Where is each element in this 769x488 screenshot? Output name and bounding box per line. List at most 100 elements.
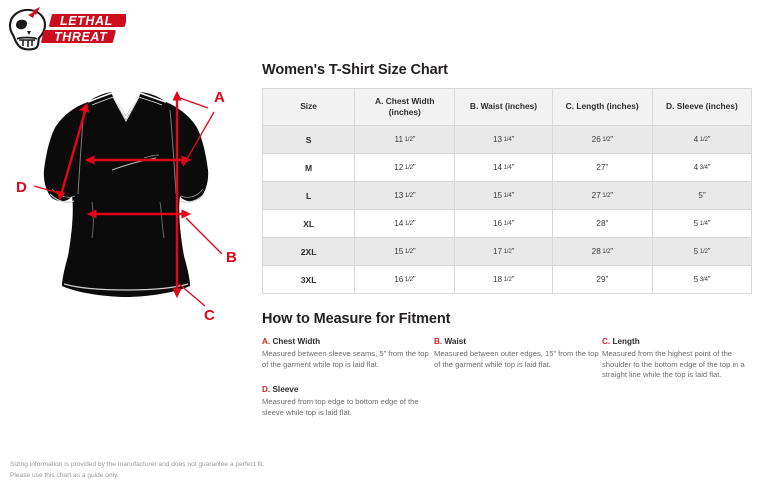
cell-sleeve: 4 3/4” [651, 153, 753, 182]
cell-sleeve-fraction: 1/2 [698, 248, 708, 255]
fitment-description: Measured from the highest point of the s… [602, 348, 745, 380]
cell-waist-unit: ” [511, 191, 515, 200]
fitment-letter: B. [434, 337, 443, 346]
column-header-waist: B. Waist (inches) [454, 88, 553, 126]
cell-waist-fraction: 1/2 [502, 248, 512, 255]
cell-sleeve-fraction: 3/4 [698, 164, 708, 171]
cell-sleeve-unit: ” [707, 247, 711, 256]
column-header-size: Size [261, 88, 356, 126]
cell-sleeve-unit: ” [707, 275, 711, 284]
cell-length: 27 1/2” [551, 181, 653, 210]
cell-sleeve-fraction: 1/4 [698, 220, 708, 227]
cell-length-unit: ” [605, 219, 609, 228]
fitment-letter: A. [262, 337, 271, 346]
cell-waist-fraction: 1/4 [502, 220, 512, 227]
column-header-chest-line1: A. Chest Width [375, 95, 435, 106]
cell-chest-width: 14 1/2” [354, 209, 456, 238]
cell-chest-width: 16 1/2” [354, 265, 456, 294]
cell-waist: 16 1/4” [454, 209, 553, 238]
table-row: S 11 1/2” 13 1/4” 26 1/2” 4 1/2” [261, 125, 753, 154]
cell-chest-width: 13 1/2” [354, 181, 456, 210]
cell-sleeve-unit: ” [707, 135, 711, 144]
table-row: L 13 1/2” 15 1/4” 27 1/2” 5” [261, 181, 753, 210]
cell-length-unit: ” [610, 135, 613, 144]
skull-icon [8, 7, 47, 51]
callout-label-b: B [226, 249, 237, 266]
callout-label-a: A [214, 89, 225, 106]
callout-label-d: D [16, 179, 27, 196]
cell-length-whole: 27 [596, 163, 606, 172]
cell-waist-whole: 13 [492, 135, 503, 144]
column-header-length: C. Length (inches) [551, 88, 653, 126]
cell-length: 27” [551, 153, 653, 182]
cell-waist-fraction: 1/4 [502, 192, 512, 199]
cell-sleeve: 5 1/2” [651, 237, 753, 266]
column-header-size-line1: Size [300, 101, 317, 112]
fitment-title: How to Measure for Fitment [262, 311, 451, 327]
cell-size: XL [261, 209, 356, 238]
cell-chest-width-unit: ” [412, 247, 416, 256]
cell-chest-width: 15 1/2” [354, 237, 456, 266]
cell-length-unit: ” [610, 191, 613, 200]
cell-waist-unit: ” [511, 135, 515, 144]
column-header-chest-line2: (inches) [388, 107, 421, 117]
cell-length-whole: 28 [596, 219, 606, 228]
callout-leader-lines [33, 97, 223, 307]
column-header-chest: A. Chest Width (inches) [354, 88, 456, 126]
size-chart-table: Size A. Chest Width (inches) B. Waist (i… [261, 88, 753, 294]
cell-length: 28” [551, 209, 653, 238]
fitment-name: Waist [444, 337, 467, 346]
cell-waist-unit: ” [511, 163, 515, 172]
cell-sleeve-whole: 5 [693, 247, 699, 256]
cell-length: 29” [551, 265, 653, 294]
cell-chest-fraction: 1/2 [403, 248, 413, 255]
fitment-description: Measured between outer edges, 15” from t… [434, 348, 599, 369]
cell-chest-width-unit: ” [412, 163, 416, 172]
column-header-waist-line1: B. Waist (inches) [469, 101, 538, 112]
cell-length-whole: 27 [591, 191, 601, 200]
fitment-heading: B. Waist [434, 337, 602, 347]
table-row: M 12 1/2” 14 1/4” 27” 4 3/4” [261, 153, 753, 182]
cell-length-whole: 28 [591, 247, 601, 256]
cell-chest-width-whole: 15 [394, 247, 404, 256]
cell-waist-fraction: 1/2 [502, 276, 512, 283]
fitment-letter: D. [262, 385, 271, 394]
fitment-section: How to Measure for Fitment A. Chest Widt… [262, 311, 756, 433]
column-header-sleeve: D. Sleeve (inches) [651, 88, 753, 126]
fitment-item-sleeve: D. Sleeve Measured from top edge to bott… [262, 385, 434, 418]
cell-sleeve: 5 1/4” [651, 209, 753, 238]
fitment-description: Measured from top edge to bottom edge of… [262, 396, 419, 417]
cell-size: L [261, 181, 356, 210]
cell-length-unit: ” [605, 163, 609, 172]
cell-chest-fraction: 1/2 [403, 276, 413, 283]
fitment-name: Sleeve [272, 385, 299, 394]
fitment-name: Length [612, 337, 640, 346]
cell-length-unit: ” [605, 275, 609, 284]
cell-chest-width-whole: 11 [394, 135, 404, 144]
disclaimer: Sizing information is provided by the ma… [10, 460, 430, 481]
fitment-letter: C. [602, 337, 611, 346]
cell-sleeve-unit: ” [707, 219, 711, 228]
fitment-item-waist: B. Waist Measured between outer edges, 1… [434, 337, 602, 370]
cell-sleeve: 5 3/4” [651, 265, 753, 294]
column-header-length-line1: C. Length (inches) [565, 101, 639, 112]
column-header-sleeve-line1: D. Sleeve (inches) [666, 101, 738, 112]
callout-label-c: C [204, 307, 215, 324]
tshirt-illustration [33, 90, 223, 307]
cell-sleeve-unit: ” [707, 163, 711, 172]
table-row: 3XL 16 1/2” 18 1/2” 29” 5 3/4” [261, 265, 753, 294]
cell-sleeve-unit: ” [702, 191, 706, 200]
cell-waist-fraction: 1/4 [502, 136, 512, 143]
cell-waist: 13 1/4” [454, 125, 553, 154]
brand-wordmark: LETHAL THREAT [41, 14, 126, 44]
tshirt-body-shape [43, 92, 209, 297]
cell-length: 26 1/2” [551, 125, 653, 154]
cell-chest-width-whole: 13 [394, 191, 404, 200]
cell-length: 28 1/2” [551, 237, 653, 266]
cell-waist-whole: 17 [492, 247, 503, 256]
cell-length-whole: 26 [591, 135, 601, 144]
fitment-grid: A. Chest Width Measured between sleeve s… [262, 337, 756, 433]
cell-chest-width-unit: ” [412, 135, 416, 144]
cell-waist-whole: 16 [492, 219, 503, 228]
cell-waist-fraction: 1/4 [502, 164, 512, 171]
